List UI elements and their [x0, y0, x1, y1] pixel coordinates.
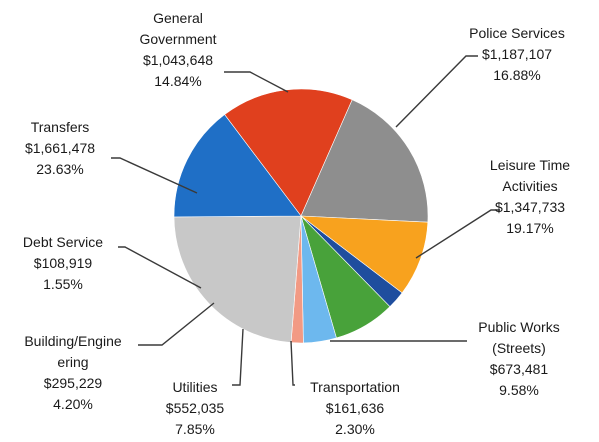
slice-label-line: $673,481	[490, 361, 549, 377]
slice-label-line: Transfers	[31, 119, 90, 135]
slice-label-line: Police Services	[469, 25, 565, 41]
slice-label-line: Building/Engine	[24, 333, 122, 349]
slice-label-line: 4.20%	[53, 396, 93, 412]
slice-label-line: Public Works	[478, 319, 559, 335]
leader-line-police-services	[395, 55, 478, 128]
slice-label-police-services: Police Services $1,187,107 16.88%	[469, 25, 565, 83]
slice-label-line: 7.85%	[175, 421, 215, 437]
slice-label-utilities: Utilities $552,035 7.85%	[166, 379, 225, 437]
pie-slice-leisure-time-activities	[300, 99, 429, 223]
slice-label-line: $108,919	[34, 255, 93, 271]
slice-label-line: Utilities	[172, 379, 217, 395]
leader-line-transfers	[111, 157, 198, 194]
slice-label-line: 2.30%	[335, 421, 375, 437]
leader-line-debt-service	[118, 246, 202, 289]
slice-label-building-engineering: Building/Engine ering $295,229 4.20%	[24, 333, 122, 412]
slice-label-line: ering	[57, 354, 88, 370]
slice-label-line: Leisure Time	[490, 157, 570, 173]
slice-label-debt-service: Debt Service $108,919 1.55%	[23, 234, 103, 292]
slice-label-line: 9.58%	[499, 382, 539, 398]
slice-label-line: $1,347,733	[495, 199, 565, 215]
slice-label-line: 1.55%	[43, 276, 83, 292]
slice-label-line: $161,636	[326, 400, 385, 416]
leader-line-transportation	[290, 340, 295, 386]
slice-label-line: Government	[139, 31, 216, 47]
slice-label-line: $552,035	[166, 400, 225, 416]
leader-line-general-government	[224, 71, 289, 93]
slice-label-general-government: General Government $1,043,648 14.84%	[139, 10, 216, 89]
slice-label-line: General	[153, 10, 203, 26]
slice-label-line: (Streets)	[492, 340, 546, 356]
slice-label-line: $1,187,107	[482, 46, 552, 62]
slice-label-public-works-streets: Public Works (Streets) $673,481 9.58%	[478, 319, 559, 398]
slice-label-transfers: Transfers $1,661,478 23.63%	[25, 119, 95, 177]
slice-label-leisure-time-activities: Leisure Time Activities $1,347,733 19.17%	[490, 157, 570, 236]
slice-label-transportation: Transportation $161,636 2.30%	[310, 379, 400, 437]
slice-label-line: 19.17%	[506, 220, 553, 236]
slice-label-line: Debt Service	[23, 234, 103, 250]
pie-slice-transfers	[173, 215, 302, 343]
pie-slice-general-government	[173, 114, 302, 218]
slice-label-line: 16.88%	[493, 67, 540, 83]
slice-label-line: $1,661,478	[25, 140, 95, 156]
pie-slices	[173, 88, 429, 344]
slice-label-line: Activities	[502, 178, 557, 194]
slice-labels: Police Services $1,187,107 16.88% Leisure T…	[23, 10, 570, 437]
pie-slice-police-services	[224, 88, 353, 217]
leader-line-utilities	[232, 328, 244, 386]
leader-lines	[111, 55, 500, 386]
pie-slice-public-works-streets	[300, 215, 429, 294]
leader-line-leisure-time-activities	[415, 209, 500, 259]
slice-label-line: 23.63%	[36, 161, 83, 177]
slice-label-line: Transportation	[310, 379, 400, 395]
slice-label-line: $295,229	[44, 375, 103, 391]
slice-label-line: $1,043,648	[143, 52, 213, 68]
leader-line-building-engineering	[138, 302, 215, 346]
slice-label-line: 14.84%	[154, 73, 201, 89]
